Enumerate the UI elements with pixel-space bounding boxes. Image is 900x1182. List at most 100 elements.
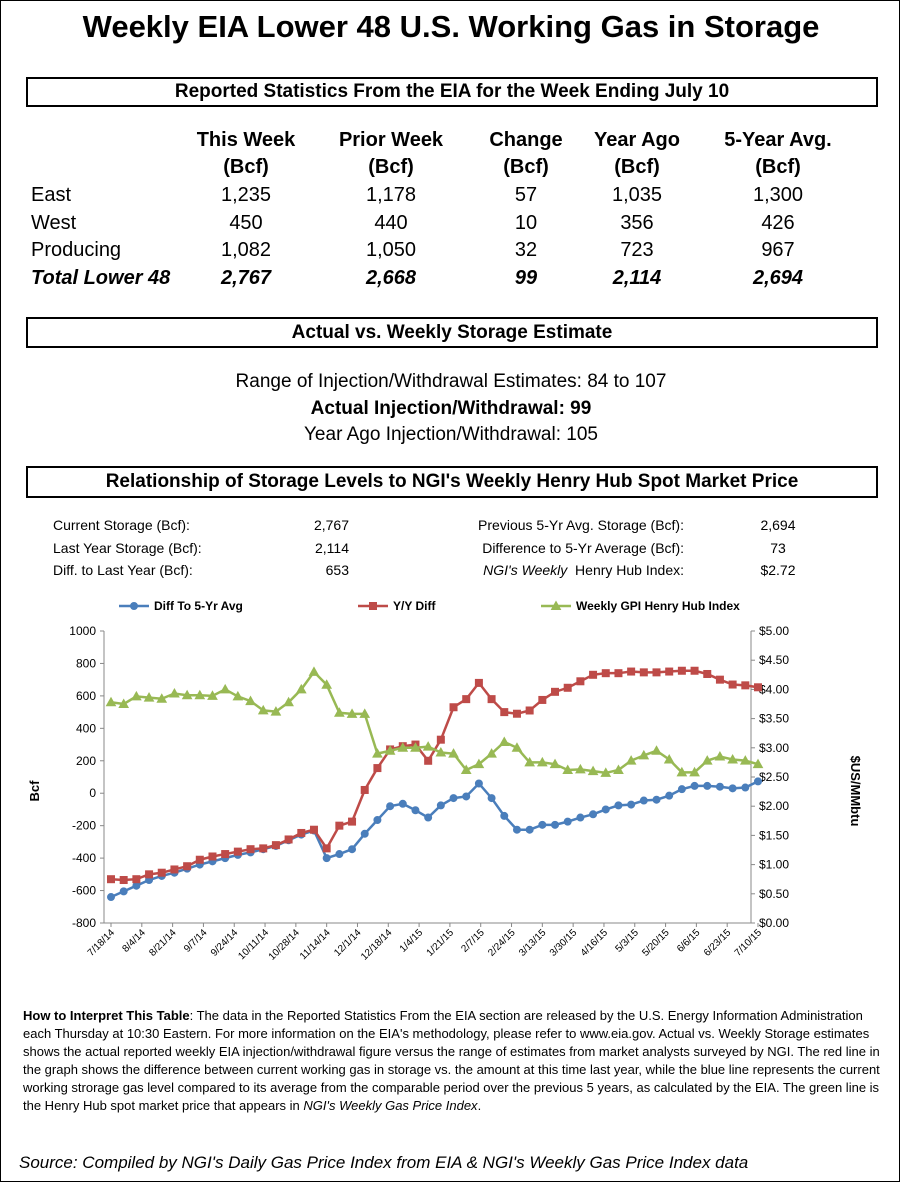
table-cell: 1,178: [365, 184, 417, 206]
y2-tick-label: $2.00: [759, 799, 789, 813]
x-tick-label: 5/20/15: [640, 927, 672, 959]
point: [754, 777, 762, 786]
point: [194, 689, 206, 700]
point: [714, 751, 726, 761]
table-cell: 426: [761, 211, 795, 234]
note: How to Interpret This Table: The data in…: [23, 1007, 881, 1115]
table-cell: 1,300: [752, 184, 804, 206]
stat-label-text: Difference to 5-Yr Average (Bcf):: [482, 539, 684, 556]
x-tick-label: 9/7/14: [182, 927, 210, 955]
stat-label: Difference to 5-Yr Average (Bcf):: [384, 540, 684, 556]
column-header: (Bcf): [503, 156, 549, 178]
y2-tick-label: $0.00: [759, 916, 789, 930]
x-tick-label: 2/7/15: [459, 927, 487, 955]
point: [360, 785, 369, 794]
column-header: Year Ago: [594, 129, 680, 151]
point: [335, 821, 344, 830]
point: [690, 666, 699, 675]
point: [538, 695, 547, 704]
point: [169, 687, 180, 698]
y2-tick-label: $0.50: [759, 887, 789, 901]
point: [638, 749, 650, 760]
x-tick-label: 12/18/14: [359, 927, 395, 963]
series-line: [110, 780, 759, 899]
point: [665, 791, 674, 800]
point: [462, 695, 471, 704]
point: [511, 742, 523, 752]
x-tick-label: 7/18/14: [86, 927, 118, 959]
table-cell: 1,082: [220, 239, 272, 261]
table-cell: 1,035: [611, 184, 663, 206]
x-tick-label: 3/13/15: [517, 927, 549, 959]
legend-label: Diff To 5-Yr Avg: [154, 599, 243, 613]
point: [500, 811, 509, 820]
point: [677, 785, 686, 794]
point: [752, 758, 764, 769]
stat-value: 2,767: [313, 517, 349, 533]
legend-marker: [550, 600, 562, 610]
point: [145, 870, 154, 879]
point: [613, 764, 624, 774]
column-header: (Bcf): [755, 156, 801, 178]
point: [651, 745, 662, 755]
row-label: East: [31, 184, 72, 206]
point: [589, 810, 598, 819]
column-header: (Bcf): [614, 156, 660, 178]
y2-tick-label: $3.00: [759, 741, 789, 755]
stat-label-text: Henry Hub Index:: [575, 562, 684, 578]
point: [549, 758, 561, 769]
stat-value: $2.72: [760, 562, 796, 578]
y-tick-label: 0: [89, 786, 96, 800]
page-title: Weekly EIA Lower 48 U.S. Working Gas in …: [82, 9, 820, 44]
y2-tick-label: $2.50: [759, 770, 789, 784]
x-tick-label: 11/14/14: [298, 927, 333, 962]
y2-tick-label: $4.50: [759, 653, 789, 667]
stat-value: 2,694: [760, 517, 796, 533]
x-tick-label: 8/21/14: [147, 927, 179, 959]
point: [739, 755, 751, 765]
point: [131, 690, 142, 701]
section-heading: Relationship of Storage Levels to NGI's …: [26, 466, 878, 498]
y-tick-label: -600: [72, 884, 96, 898]
point: [322, 854, 331, 863]
column-header: (Bcf): [223, 156, 269, 178]
point: [715, 782, 724, 791]
point: [600, 767, 612, 777]
point: [536, 756, 548, 767]
point: [157, 868, 166, 877]
point: [257, 704, 269, 715]
point: [754, 683, 762, 692]
point: [207, 690, 218, 700]
y2-tick-label: $3.50: [759, 712, 789, 726]
point: [183, 862, 192, 871]
point: [487, 794, 496, 803]
point: [614, 801, 623, 810]
point: [512, 709, 521, 718]
column-header: Prior Week: [338, 129, 444, 151]
stat-label: Diff. to Last Year (Bcf):: [53, 562, 193, 578]
section-heading: Actual vs. Weekly Storage Estimate: [26, 317, 878, 348]
point: [348, 845, 357, 854]
point: [460, 764, 472, 774]
point: [107, 893, 115, 902]
stat-label: Current Storage (Bcf):: [53, 517, 190, 533]
point: [284, 835, 293, 844]
point: [473, 758, 485, 769]
point: [386, 802, 395, 811]
point: [118, 698, 130, 708]
point: [132, 881, 141, 890]
column-header: 5-Year Avg.: [724, 129, 832, 151]
y2-tick-label: $5.00: [759, 624, 789, 638]
point: [690, 781, 699, 790]
y-axis-label: Bcf: [27, 780, 42, 802]
point: [741, 681, 750, 690]
note-italic: NGI's Weekly Gas Price Index: [303, 1098, 478, 1113]
point: [486, 748, 497, 758]
point: [538, 820, 547, 829]
point: [703, 669, 712, 678]
point: [283, 696, 294, 707]
row-label: Producing: [31, 239, 122, 261]
point: [498, 736, 510, 746]
point: [359, 708, 371, 718]
